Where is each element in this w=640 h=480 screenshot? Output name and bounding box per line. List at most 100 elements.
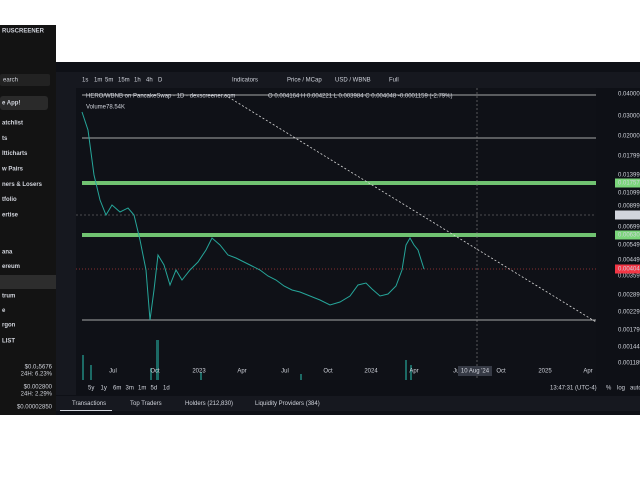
percent[interactable]: %: [606, 386, 612, 392]
range[interactable]: 1m: [138, 386, 146, 392]
price-label: 0.001449: [618, 345, 640, 351]
auto[interactable]: auto: [630, 386, 640, 392]
interval[interactable]: 15m: [118, 78, 130, 84]
chain-item[interactable]: rgon: [2, 323, 16, 329]
price-marker-label: 0.00404: [618, 267, 640, 273]
time-label: Apr: [237, 369, 246, 375]
price-label: 0.01099: [618, 191, 640, 197]
price-label: 0.003599: [618, 274, 640, 280]
volume-value: 78.54K: [106, 105, 125, 111]
price-label: 0.005499: [618, 243, 640, 249]
price-label: 0.01799: [618, 154, 640, 160]
price-label: 0.004499: [618, 258, 640, 264]
price-marker: [615, 210, 640, 220]
range[interactable]: 5y: [88, 386, 94, 392]
full[interactable]: Full: [389, 78, 399, 84]
time-label: 2025: [538, 369, 552, 375]
token-price: $0.0₂5676: [25, 365, 53, 371]
time-label: 2023: [192, 369, 206, 375]
price-label: 0.04000: [618, 92, 640, 98]
price-label: 0.001799: [618, 328, 640, 334]
range[interactable]: 5d: [151, 386, 158, 392]
green-band: [82, 233, 596, 237]
price-line: [81, 111, 425, 321]
menu-item[interactable]: ts: [2, 136, 8, 142]
token-price: $0.002800: [24, 385, 53, 391]
price-label: 0.03000: [618, 114, 640, 120]
chain-item[interactable]: e: [2, 308, 6, 314]
time-label: 2024: [364, 369, 378, 375]
range[interactable]: 3m: [126, 386, 134, 392]
price-label: 0.006999: [618, 225, 640, 231]
tab-bar: [56, 396, 640, 411]
menu-item[interactable]: tfolio: [2, 197, 17, 203]
price-label: 0.002299: [618, 310, 640, 316]
price-mcap[interactable]: Price / MCap: [287, 78, 322, 84]
clock: 13:47:31 (UTC-4): [550, 386, 597, 392]
range[interactable]: 1d: [163, 386, 170, 392]
log[interactable]: log: [617, 386, 625, 392]
toolbar: [56, 72, 640, 88]
range[interactable]: 1y: [101, 386, 107, 392]
price-marker-label: 0.00821: [618, 213, 640, 219]
app-button-label: e App!: [2, 101, 20, 107]
time-label: Oct: [323, 369, 333, 375]
interval[interactable]: 1s: [82, 78, 88, 84]
sidebar: [0, 25, 56, 415]
app-button[interactable]: [0, 96, 48, 110]
chain-item[interactable]: trum: [2, 293, 15, 299]
time-label: Jul: [281, 369, 289, 375]
token-price: $0.00002850: [17, 405, 53, 411]
time-label: Oct: [150, 369, 160, 375]
time-label: Oct: [496, 369, 506, 375]
tab[interactable]: Liquidity Providers (384): [255, 401, 320, 407]
price-marker-label: 0.00630: [618, 233, 640, 239]
menu-item[interactable]: atchlist: [2, 121, 23, 127]
menu-item[interactable]: ertise: [2, 212, 19, 218]
tab[interactable]: Top Traders: [130, 401, 162, 407]
price-marker: [615, 230, 640, 240]
chart-title: HERO/WBNB on PancakeSwap · 1D · dexscree…: [86, 94, 235, 100]
list-title: LIST: [2, 339, 15, 345]
cursor-date-box: [458, 366, 492, 376]
trendline: [224, 94, 597, 323]
price-label: 0.001189: [618, 361, 640, 367]
range[interactable]: 6m: [113, 386, 121, 392]
menu-item[interactable]: ltticharts: [2, 151, 28, 157]
volume-bars: [82, 340, 412, 380]
price-marker: [615, 264, 640, 274]
search-box[interactable]: [0, 74, 50, 86]
interval[interactable]: 1h: [134, 78, 141, 84]
chain-selected: [0, 275, 56, 289]
time-label: Apr: [583, 369, 592, 375]
token-change: 24H: 6.23%: [21, 372, 53, 378]
time-label: Jul: [109, 369, 117, 375]
token-change: 24H: 2.29%: [21, 392, 53, 398]
interval[interactable]: 4h: [146, 78, 153, 84]
price-label: 0.002899: [618, 293, 640, 299]
menu-item[interactable]: w Pairs: [1, 166, 24, 172]
price-label: 0.008999: [618, 204, 640, 210]
time-label: Jul: [453, 369, 461, 375]
green-band: [82, 181, 596, 185]
price-label: 0.01399: [618, 173, 640, 179]
chain-item[interactable]: ana: [2, 250, 13, 256]
tab[interactable]: Holders (212,830): [185, 401, 233, 407]
chain-item[interactable]: ereum: [2, 264, 20, 270]
interval[interactable]: 1m: [94, 78, 102, 84]
indicators[interactable]: Indicators: [232, 78, 258, 84]
volume-label: Volume: [86, 105, 107, 111]
interval[interactable]: D: [158, 78, 163, 84]
interval[interactable]: 5m: [105, 78, 113, 84]
cursor-date: 10 Aug '24: [461, 369, 490, 375]
tab[interactable]: Transactions: [72, 401, 106, 407]
price-marker: [615, 178, 640, 188]
menu-item[interactable]: ners & Losers: [2, 182, 43, 188]
brand: RUSCREENER: [2, 29, 45, 35]
drawing-tools: [56, 88, 76, 395]
price-label: 0.02000: [618, 134, 640, 140]
ohlc: O 0.004164 H 0.004221 L 0.003984 C 0.004…: [268, 94, 452, 100]
currency[interactable]: USD / WBNB: [335, 78, 371, 84]
